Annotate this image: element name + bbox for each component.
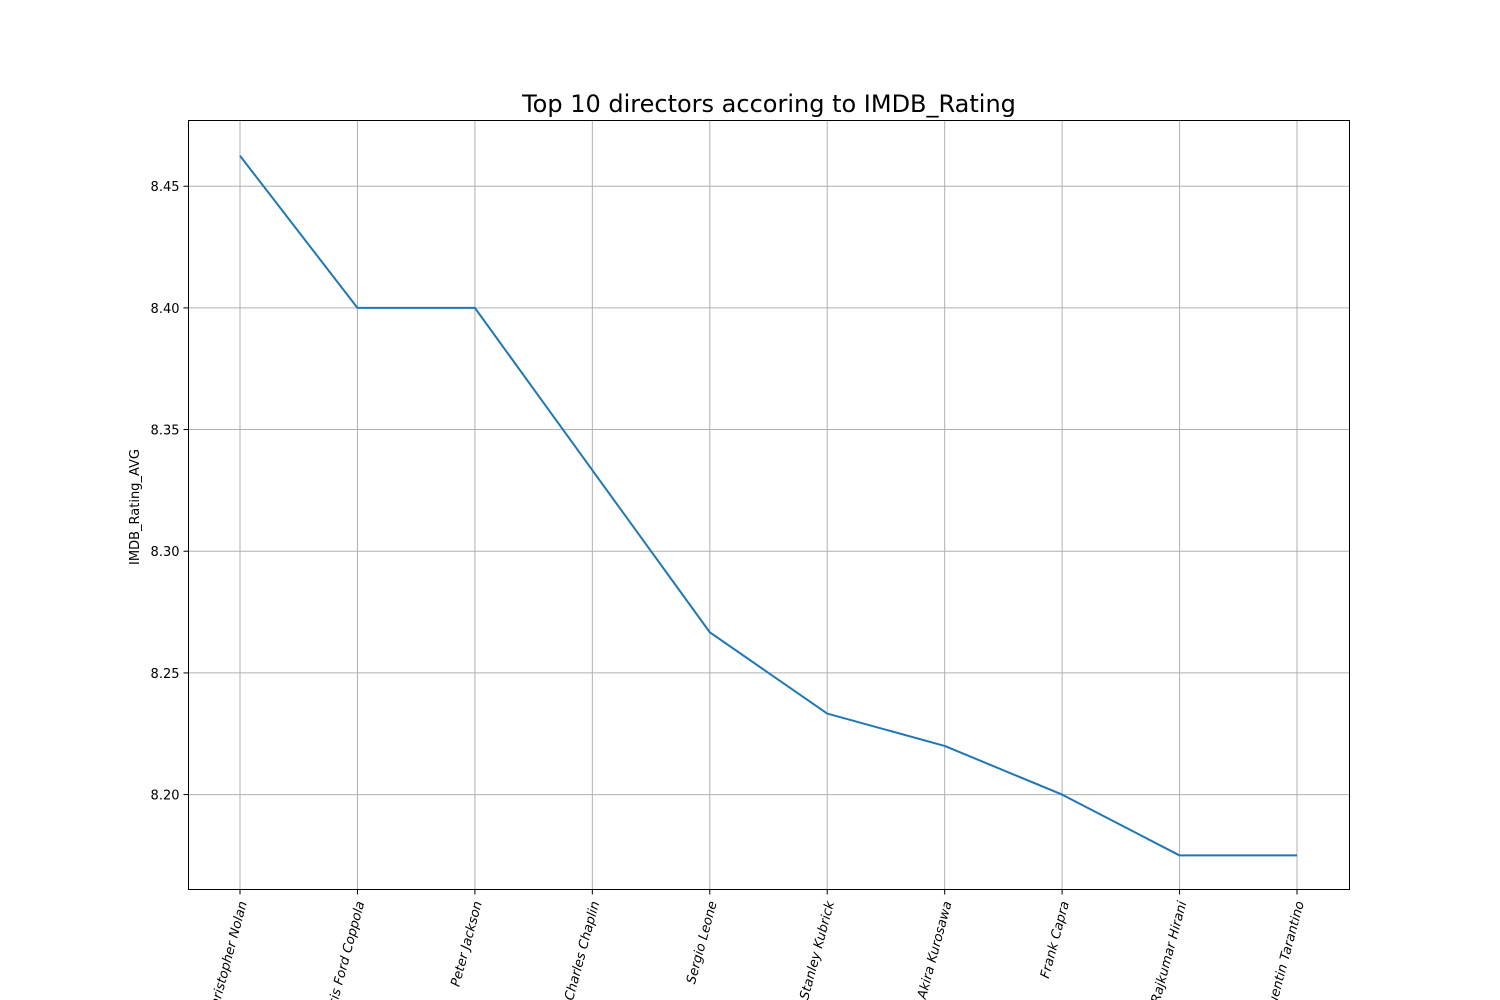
x-tick-label: Christopher Nolan [206,900,251,1000]
x-tick-label: Frank Capra [1038,900,1073,981]
y-tick-label: 8.20 [151,789,180,804]
series-layer [239,155,1297,857]
y-tick-label: 8.40 [151,302,180,317]
x-tick-label: Quentin Tarantino [1263,900,1308,1000]
x-tick-label: Peter Jackson [449,900,486,989]
x-axis: Christopher Nolan Francis Ford Coppola Pet… [206,889,1308,1000]
grid [188,120,1350,890]
x-tick-label: Charles Chaplin [562,900,603,1000]
y-axis-label: IMDB_Rating_AVG [128,449,143,565]
y-tick-label: 8.30 [151,545,180,560]
x-tick-label: Francis Ford Coppola [318,900,368,1000]
x-tick-label: Stanley Kubrick [797,899,838,1000]
y-tick-label: 8.25 [151,667,180,682]
series-line [239,155,1297,857]
x-tick-label: Akira Kurosawa [915,900,956,1000]
y-tick-label: 8.45 [151,180,180,195]
plot-frame [188,120,1350,890]
x-tick-label: Rajkumar Hirani [1149,899,1191,1000]
y-tick-label: 8.35 [151,424,180,439]
y-axis: 8.20 8.25 8.30 8.35 8.40 8.45 [151,180,189,804]
x-tick-label: Sergio Leone [684,900,720,986]
chart-title: Top 10 directors accoring to IMDB_Rating [521,90,1016,118]
